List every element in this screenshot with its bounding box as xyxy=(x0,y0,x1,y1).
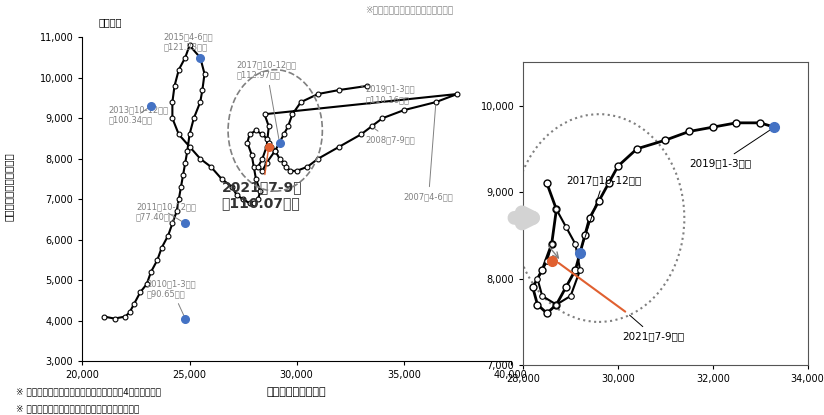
Text: 2019年1-3月期
（110.16円）: 2019年1-3月期 （110.16円） xyxy=(361,85,414,104)
Text: ※ 国内法人設備投資額：法人企業統計（財務省）: ※ 国内法人設備投資額：法人企業統計（財務省） xyxy=(16,404,140,413)
Text: 2021年7-9月期: 2021年7-9月期 xyxy=(623,315,685,341)
Text: 2015年4-6月期
（121.33円）: 2015年4-6月期 （121.33円） xyxy=(164,32,213,58)
Text: 2017年10-12月期: 2017年10-12月期 xyxy=(566,176,641,250)
Text: 2011年10-12月期
（77.40円）: 2011年10-12月期 （77.40円） xyxy=(136,202,196,222)
Text: 海外現地法人設備投資額: 海外現地法人設備投資額 xyxy=(3,152,13,221)
Text: （億円）: （億円） xyxy=(99,17,123,27)
Text: 2021年7-9期
（110.07円）: 2021年7-9期 （110.07円） xyxy=(222,149,302,210)
X-axis label: 国内法人設備投資額: 国内法人設備投資額 xyxy=(267,387,326,397)
Text: 2019年1-3月期: 2019年1-3月期 xyxy=(689,129,772,168)
Text: ※（）内は円の対米ドル為替レート: ※（）内は円の対米ドル為替レート xyxy=(365,5,453,15)
Text: ※ 国内・海外の設備投資額のいずれも後方4期移動平均。: ※ 国内・海外の設備投資額のいずれも後方4期移動平均。 xyxy=(16,387,162,396)
Text: 2017年10-12月期
（112.97円）: 2017年10-12月期 （112.97円） xyxy=(236,61,297,140)
Text: 2010年1-3月期
（90.65円）: 2010年1-3月期 （90.65円） xyxy=(147,279,196,316)
Text: 2013年10-12月期
（100.34円）: 2013年10-12月期 （100.34円） xyxy=(108,105,168,124)
Text: 2007年4-6月期: 2007年4-6月期 xyxy=(404,105,453,201)
Text: 2008年7-9月期: 2008年7-9月期 xyxy=(365,128,415,144)
